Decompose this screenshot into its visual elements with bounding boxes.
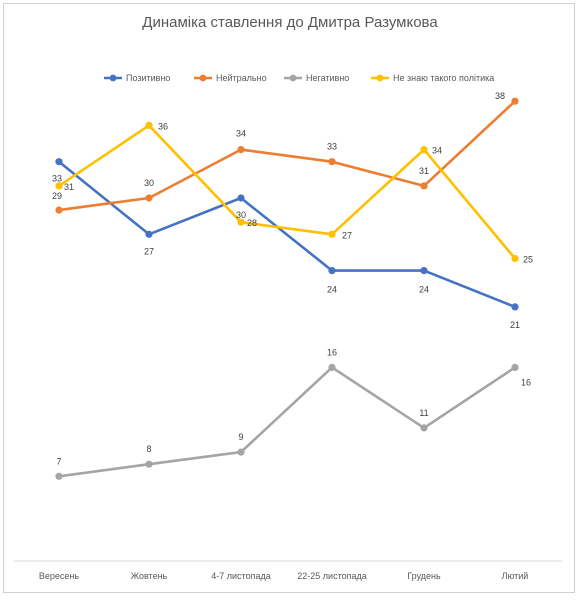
data-point [55, 206, 63, 214]
data-point [328, 230, 336, 238]
x-tick-label: Лютий [502, 571, 529, 581]
data-point [328, 158, 336, 166]
series-line [57, 160, 517, 309]
data-label: 30 [144, 178, 154, 188]
legend-swatch-marker [376, 74, 384, 82]
data-label: 27 [342, 230, 352, 240]
data-point [420, 424, 428, 432]
series-line [57, 124, 517, 260]
data-label: 24 [419, 285, 429, 295]
data-label: 31 [419, 166, 429, 176]
data-label: 8 [146, 444, 151, 454]
x-tick-label: Жовтень [131, 571, 168, 581]
legend-label: Не знаю такого політика [393, 73, 494, 83]
data-label: 31 [64, 182, 74, 192]
data-point [420, 146, 428, 154]
data-label: 16 [521, 377, 531, 387]
data-label: 34 [236, 129, 246, 139]
legend-label: Позитивно [126, 73, 170, 83]
data-point [237, 218, 245, 226]
data-point [511, 97, 519, 105]
data-point [145, 121, 153, 129]
x-tick-label: 4-7 листопада [211, 571, 270, 581]
data-label: 38 [495, 91, 505, 101]
data-label: 36 [158, 121, 168, 131]
data-point [328, 363, 336, 371]
data-point [237, 194, 245, 202]
data-point [145, 230, 153, 238]
data-label: 21 [510, 320, 520, 330]
data-label: 9 [238, 432, 243, 442]
data-label: 33 [52, 174, 62, 184]
data-label: 33 [327, 142, 337, 152]
chart-title: Динаміка ставлення до Дмитра Разумкова [142, 14, 438, 31]
legend-label: Нейтрально [216, 73, 267, 83]
data-point [145, 194, 153, 202]
data-point [145, 460, 153, 468]
legend-swatch-marker [109, 74, 117, 82]
x-tick-label: Вересень [39, 571, 79, 581]
x-tick-label: 22-25 листопада [297, 571, 366, 581]
data-label: 7 [56, 456, 61, 466]
data-label: 29 [52, 191, 62, 201]
data-point [420, 182, 428, 190]
data-point [55, 472, 63, 480]
data-label: 24 [327, 285, 337, 295]
data-point [328, 267, 336, 275]
data-point [511, 363, 519, 371]
series-line [57, 366, 517, 478]
data-point [55, 182, 63, 190]
chart-frame [3, 3, 575, 593]
data-label: 16 [327, 347, 337, 357]
data-point [511, 303, 519, 311]
data-label: 27 [144, 246, 154, 256]
data-label: 30 [236, 210, 246, 220]
data-label: 11 [419, 408, 428, 418]
legend-swatch-marker [199, 74, 207, 82]
data-point [420, 267, 428, 275]
legend-swatch-marker [289, 74, 297, 82]
data-point [237, 146, 245, 154]
series-line [57, 99, 517, 212]
data-point [511, 254, 519, 263]
data-point [237, 448, 245, 456]
data-label: 25 [523, 255, 533, 265]
data-point [55, 158, 63, 166]
x-tick-label: Грудень [407, 571, 441, 581]
data-label: 28 [247, 218, 257, 228]
data-label: 34 [432, 146, 442, 156]
legend-label: Негативно [306, 73, 349, 83]
